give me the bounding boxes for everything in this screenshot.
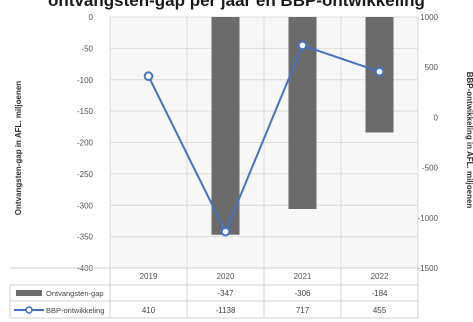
line-value-label: 717 [296, 306, 310, 315]
left-tick-label: -100 [77, 76, 94, 85]
left-tick-label: -50 [81, 44, 93, 53]
right-tick-label: -500 [422, 164, 439, 173]
line-point-2022 [374, 66, 385, 77]
right-tick-label: 500 [425, 63, 439, 72]
line-point-2019 [143, 71, 154, 82]
right-tick-label: -1000 [418, 214, 439, 223]
bar-value-label: -184 [371, 289, 388, 298]
left-tick-label: -300 [77, 201, 94, 210]
line-series-name: BBP-ontwikkeling [46, 306, 104, 315]
left-axis-ticks: 0-50-100-150-200-250-300-350-400 [77, 13, 94, 273]
line-path [147, 44, 380, 235]
bar-series-name: Ontvangsten-gap [46, 289, 104, 298]
bar-legend-key [16, 290, 42, 296]
category-label: 2022 [371, 272, 389, 281]
left-tick-label: 0 [89, 13, 94, 22]
left-tick-label: -200 [77, 139, 94, 148]
data-table: 2019 2020 2021 2022 Ontvangsten-gap BBP-ontwi… [9, 267, 419, 319]
line-value-label: -1138 [216, 306, 236, 315]
bar-value-label: -347 [217, 289, 234, 298]
category-label: 2019 [140, 272, 158, 281]
line-point-2021 [297, 40, 308, 51]
line-value-label: 410 [142, 306, 156, 315]
category-label: 2021 [294, 272, 312, 281]
category-label: 2020 [217, 272, 235, 281]
left-tick-label: -150 [77, 107, 94, 116]
left-tick-label: -350 [77, 233, 94, 242]
left-axis-label: Ontvangsten-gap in AFL. miljoenen [14, 81, 23, 215]
right-tick-label: 0 [434, 113, 439, 122]
bar-2020 [211, 17, 240, 235]
right-tick-label: 1000 [420, 13, 438, 22]
right-axis-label: BBP-ontwikkeling in AFL. miljoenen [465, 72, 473, 209]
left-tick-label: -250 [77, 170, 94, 179]
bar-value-label: -306 [294, 289, 311, 298]
line-legend-marker [25, 306, 33, 314]
line-series [143, 40, 385, 237]
line-point-2020 [220, 226, 231, 237]
right-axis-ticks: 1000 500 0 -500 -1000 -1500 [418, 13, 439, 273]
line-value-label: 455 [373, 306, 387, 315]
chart-title: ontvangsten-gap per jaar en BBP-ontwikke… [48, 0, 425, 10]
right-tick-label: -1500 [418, 264, 439, 273]
